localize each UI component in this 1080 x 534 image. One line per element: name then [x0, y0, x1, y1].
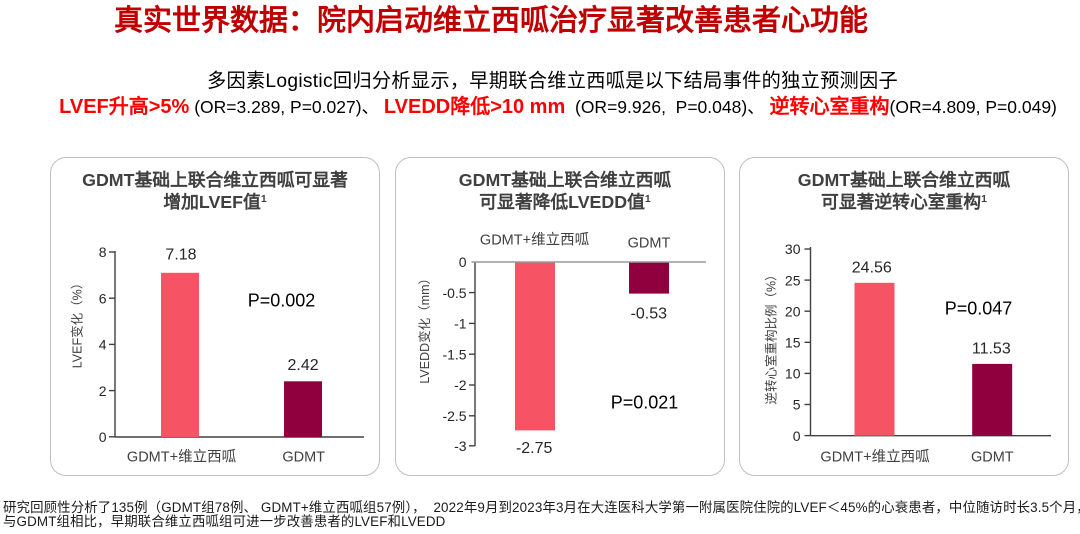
svg-text:GDMT+维立西呱: GDMT+维立西呱 — [480, 232, 590, 249]
svg-text:-1.5: -1.5 — [442, 346, 466, 362]
svg-text:-2: -2 — [454, 377, 467, 393]
svg-text:GDMT+维立西呱: GDMT+维立西呱 — [127, 449, 237, 466]
svg-text:0: 0 — [459, 254, 467, 270]
svg-text:2: 2 — [99, 383, 107, 399]
svg-text:0: 0 — [793, 428, 801, 444]
svg-text:11.53: 11.53 — [972, 340, 1011, 357]
svg-text:GDMT: GDMT — [628, 235, 671, 251]
svg-text:-3: -3 — [454, 438, 467, 454]
svg-text:-0.53: -0.53 — [631, 305, 668, 322]
svg-text:-2.5: -2.5 — [442, 408, 466, 424]
svg-text:15: 15 — [785, 335, 801, 351]
svg-text:P=0.047: P=0.047 — [945, 299, 1013, 319]
svg-text:-1: -1 — [454, 316, 467, 332]
svg-text:4: 4 — [99, 337, 107, 353]
svg-text:20: 20 — [785, 303, 801, 319]
svg-text:5: 5 — [793, 397, 801, 413]
svg-text:30: 30 — [785, 241, 801, 257]
svg-text:0: 0 — [99, 429, 107, 445]
svg-text:-2.75: -2.75 — [516, 440, 553, 457]
svg-text:GDMT: GDMT — [282, 450, 325, 466]
svg-text:2.42: 2.42 — [288, 357, 319, 374]
svg-text:25: 25 — [785, 272, 801, 288]
svg-text:24.56: 24.56 — [852, 260, 892, 277]
svg-text:6: 6 — [99, 290, 107, 306]
svg-text:GDMT+维立西呱: GDMT+维立西呱 — [820, 449, 930, 466]
svg-text:GDMT: GDMT — [971, 450, 1014, 466]
svg-text:7.18: 7.18 — [165, 247, 196, 264]
svg-text:10: 10 — [785, 366, 801, 382]
svg-text:逆转心室重构比例（%）: 逆转心室重构比例（%） — [764, 268, 779, 404]
svg-text:LVEDD变化（mm）: LVEDD变化（mm） — [417, 272, 432, 384]
svg-text:LVEF变化（%）: LVEF变化（%） — [70, 277, 85, 368]
svg-text:-0.5: -0.5 — [442, 285, 466, 301]
svg-text:P=0.002: P=0.002 — [248, 291, 316, 311]
svg-text:P=0.021: P=0.021 — [611, 393, 679, 413]
svg-text:8: 8 — [99, 244, 107, 260]
